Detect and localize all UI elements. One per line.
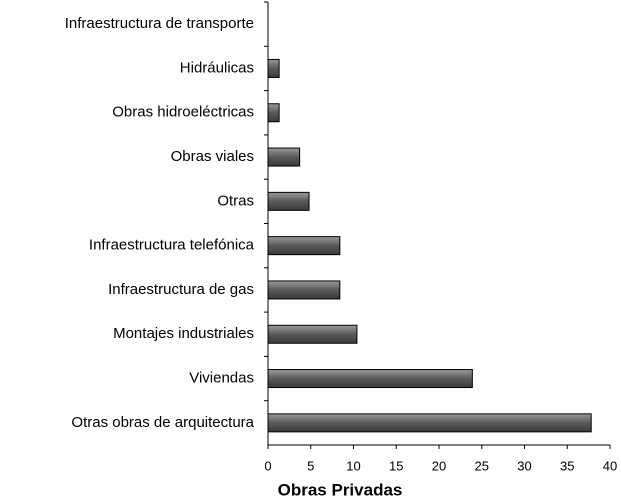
x-tick-label: 25 [475, 458, 489, 473]
bar [267, 58, 280, 78]
x-tick-label: 20 [432, 458, 446, 473]
y-tick-label: Obras viales [171, 148, 254, 165]
y-tick-label: Infraestructura de gas [108, 281, 254, 298]
bar [267, 103, 280, 123]
y-tick-label: Otras [217, 192, 254, 209]
bar [267, 191, 310, 211]
y-tick-label: Otras obras de arquitectura [71, 414, 254, 431]
bar [267, 369, 473, 389]
y-tick-label: Obras hidroeléctricas [112, 104, 254, 121]
bar [267, 236, 341, 256]
y-tick-label: Montajes industriales [113, 325, 254, 342]
y-tick-label: Viviendas [189, 370, 254, 387]
y-tick-label: Infraestructura telefónica [89, 237, 255, 254]
bar [267, 147, 301, 167]
x-tick-label: 10 [346, 458, 360, 473]
x-tick-label: 35 [560, 458, 574, 473]
x-tick-label: 40 [603, 458, 617, 473]
y-tick-label: Hidráulicas [180, 59, 254, 76]
x-tick-label: 0 [264, 458, 271, 473]
x-tick-label: 15 [389, 458, 403, 473]
x-tick-label: 30 [517, 458, 531, 473]
bar [267, 280, 341, 300]
bar [267, 324, 358, 344]
y-tick-label: Infraestructura de transporte [65, 15, 254, 32]
x-tick-label: 5 [307, 458, 314, 473]
bar [267, 413, 592, 433]
x-axis-title: Obras Privadas [278, 480, 403, 499]
